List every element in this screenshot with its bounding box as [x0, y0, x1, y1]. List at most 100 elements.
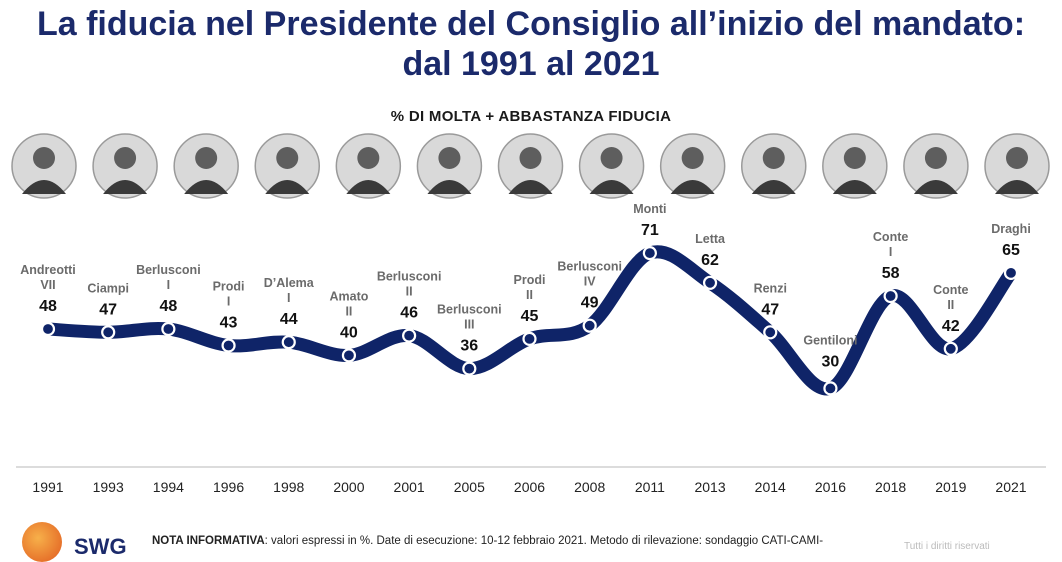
data-value-label: 48 [159, 298, 177, 315]
data-value-label: 49 [581, 295, 599, 312]
data-point [642, 246, 657, 261]
rights-notice: Tutti i diritti riservati [904, 541, 990, 552]
data-value-label: 48 [39, 298, 57, 315]
title-line-2: dal 1991 al 2021 [402, 45, 660, 83]
x-tick-label: 2021 [995, 479, 1026, 495]
data-value-label: 47 [99, 301, 117, 318]
giuliano-amato-portrait-head [519, 147, 542, 169]
conte-portrait-head [924, 147, 947, 169]
monti-portrait [578, 133, 645, 199]
x-tick-label: 1991 [32, 479, 63, 495]
letta-portrait [659, 133, 726, 199]
data-point-name-label: Berlusconi [557, 260, 622, 274]
page-title: La fiducia nel Presidente del Consiglio … [0, 4, 1062, 84]
data-point-name-label: Prodi [213, 280, 245, 294]
x-tick-label: 1996 [213, 479, 244, 495]
gentiloni-portrait-head [843, 147, 866, 169]
data-point-name-label: I [227, 295, 230, 309]
data-point [161, 321, 176, 337]
data-point [823, 381, 838, 396]
x-tick-label: 2000 [333, 479, 364, 495]
draghi-portrait-shoulders [995, 180, 1039, 194]
data-point-name-label: Ciampi [87, 281, 129, 295]
amato-portrait [416, 133, 483, 199]
x-tick-label: 1994 [153, 479, 184, 495]
data-point-name-label: Renzi [754, 281, 787, 295]
data-point-name-label: II [406, 285, 413, 299]
dalema-portrait [335, 133, 402, 199]
data-point-name-label: I [167, 278, 170, 292]
monti-portrait-head [600, 147, 623, 169]
monti-portrait-shoulders [589, 180, 634, 194]
berlusconi-portrait-head [195, 147, 218, 169]
draghi-portrait-head [1006, 147, 1028, 169]
x-tick-label: 2011 [635, 479, 665, 495]
data-point [462, 361, 477, 376]
prodi-portrait-shoulders [265, 180, 310, 194]
data-point-name-label: Prodi [514, 273, 546, 287]
data-point [402, 328, 417, 343]
data-point-name-label: Conte [933, 283, 968, 297]
prodi-portrait-head [276, 147, 299, 169]
data-value-label: 47 [761, 301, 779, 318]
title-line-1: La fiducia nel Presidente del Consiglio … [36, 5, 1026, 43]
data-value-label: 71 [641, 222, 659, 239]
data-value-label: 40 [340, 324, 358, 341]
data-point [522, 331, 537, 346]
data-point-name-label: Berlusconi [377, 270, 442, 284]
dalema-portrait-head [357, 147, 380, 169]
chart-subtitle: % DI MOLTA + ABBASTANZA FIDUCIA [390, 108, 672, 125]
ciampi-portrait-head [114, 147, 137, 169]
amato-portrait-head [438, 147, 461, 169]
x-tick-label: 2019 [935, 479, 966, 495]
ciampi-portrait-shoulders [103, 180, 148, 194]
x-tick-label: 2013 [694, 479, 725, 495]
data-point [943, 341, 958, 356]
data-point-name-label: Draghi [991, 222, 1031, 236]
x-tick-label: 2008 [574, 479, 605, 495]
conte-portrait-shoulders [913, 180, 958, 194]
footnote: NOTA INFORMATIVA: valori espressi in %. … [152, 535, 823, 547]
data-value-label: 36 [460, 338, 478, 355]
x-tick-label: 2018 [875, 479, 906, 495]
andreotti-portrait-shoulders [22, 180, 66, 194]
data-point-name-label: Letta [695, 232, 726, 246]
prodi-portrait [254, 133, 320, 199]
giuliano-amato-portrait-shoulders [508, 180, 553, 194]
data-point-name-label: Gentiloni [803, 333, 857, 347]
data-point-name-label: Berlusconi [136, 263, 201, 277]
data-point-name-label: D’Alema [264, 276, 315, 290]
swg-logo-icon [22, 522, 62, 562]
data-value-label: 58 [882, 265, 900, 282]
renzi-portrait-shoulders [751, 180, 796, 194]
giuliano-amato-portrait [497, 133, 564, 199]
swg-logo: SWG [16, 522, 136, 562]
footnote-label: NOTA INFORMATIVA [152, 535, 265, 547]
data-point-name-label: Berlusconi [437, 303, 502, 317]
data-point-name-label: Monti [633, 202, 666, 216]
data-point-name-label: II [345, 304, 352, 318]
andreotti-portrait-head [33, 147, 55, 169]
data-value-label: 62 [701, 252, 719, 269]
data-point [702, 275, 718, 290]
letta-portrait-shoulders [670, 180, 715, 194]
renzi-portrait-head [762, 147, 785, 169]
data-point [101, 325, 116, 340]
data-point-name-label: III [464, 318, 474, 332]
data-value-label: 65 [1002, 242, 1020, 259]
draghi-portrait [984, 133, 1050, 199]
data-value-label: 42 [942, 318, 960, 335]
data-point-name-label: II [526, 288, 533, 302]
dalema-portrait-shoulders [346, 180, 391, 194]
data-point-name-label: Andreotti [20, 263, 76, 277]
x-tick-label: 2001 [394, 479, 425, 495]
data-point-name-label: VII [40, 278, 55, 292]
data-point-name-label: I [287, 291, 290, 305]
letta-portrait-head [681, 147, 704, 169]
data-point [763, 325, 778, 340]
data-point [40, 321, 56, 337]
x-tick-label: 1993 [93, 479, 124, 495]
conte-portrait [903, 133, 969, 199]
amato-portrait-shoulders [427, 180, 472, 194]
